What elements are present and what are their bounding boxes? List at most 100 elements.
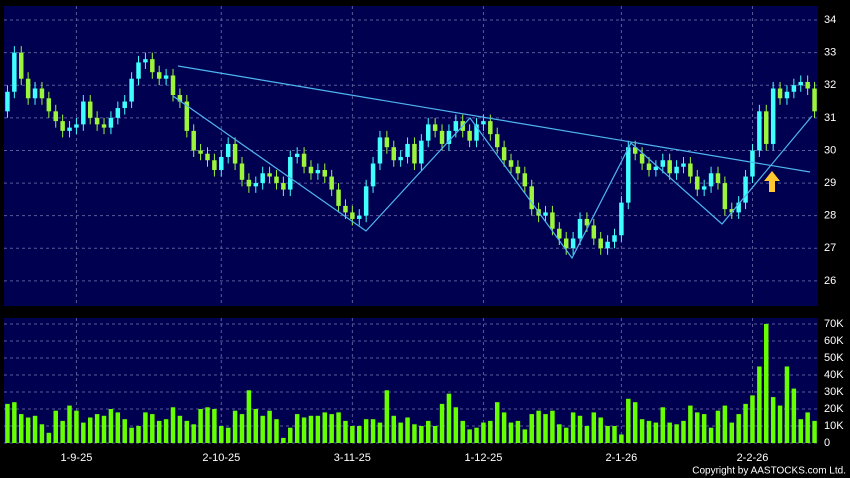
candle-body: [163, 75, 169, 79]
volume-bar: [53, 410, 58, 443]
candle-body: [122, 101, 127, 109]
volume-bar: [184, 420, 190, 443]
volume-bar: [308, 415, 314, 443]
volume-bar: [405, 417, 410, 443]
candle-body: [488, 121, 493, 135]
volume-bar: [115, 412, 121, 443]
candle-body: [474, 124, 479, 141]
candle-body: [550, 212, 555, 229]
candle-body: [253, 183, 259, 187]
volume-bar: [584, 425, 590, 443]
volume-bar: [494, 402, 500, 443]
candle-body: [481, 121, 486, 125]
candle-body: [515, 166, 521, 174]
volume-bar: [812, 420, 817, 443]
y-tick-label: 29: [824, 177, 836, 189]
candle-body: [53, 111, 58, 122]
candle-body: [25, 78, 31, 99]
volume-bar: [253, 408, 259, 443]
candle-body: [74, 124, 79, 128]
y-tick-label: 34: [824, 14, 836, 26]
candle-body: [563, 238, 569, 249]
volume-bar: [770, 397, 776, 443]
candle-body: [246, 179, 252, 187]
candle-body: [426, 124, 431, 141]
candle-body: [570, 238, 576, 249]
volume-tick-label: 10K: [824, 420, 844, 432]
candle-body: [177, 95, 183, 102]
candle-body: [357, 215, 362, 219]
volume-bar: [232, 410, 238, 443]
candle-body: [646, 163, 652, 171]
candle-body: [350, 212, 355, 219]
volume-bar: [591, 412, 597, 443]
candle-body: [384, 137, 390, 148]
candle-body: [508, 160, 514, 167]
volume-bar: [267, 410, 272, 443]
candle-body: [432, 124, 438, 131]
x-tick-label: 1-9-25: [61, 452, 93, 464]
volume-bar: [260, 415, 265, 443]
volume-bar: [12, 402, 17, 443]
candle-body: [405, 143, 410, 157]
volume-bar: [722, 405, 728, 443]
volume-bar: [281, 437, 286, 443]
candle-body: [115, 108, 121, 118]
volume-bar: [563, 427, 569, 443]
candle-body: [322, 170, 328, 177]
volume-bar: [750, 395, 755, 443]
volume-bar: [784, 366, 790, 443]
volume-bar: [432, 425, 438, 443]
volume-bar: [708, 427, 714, 443]
candle-body: [632, 147, 638, 154]
candle-body: [626, 147, 631, 203]
candle-body: [225, 143, 231, 157]
volume-bar: [336, 412, 341, 443]
volume-bar: [715, 410, 721, 443]
candle-body: [757, 111, 762, 151]
volume-bar: [384, 390, 390, 443]
volume-bar: [460, 420, 465, 443]
volume-bar: [632, 402, 638, 443]
candle-body: [708, 173, 714, 187]
candle-body: [398, 156, 403, 161]
candle-body: [150, 59, 155, 73]
volume-bar: [798, 419, 803, 443]
candle-body: [39, 88, 45, 99]
candle-body: [722, 183, 728, 210]
x-tick-label: 2-1-26: [605, 452, 637, 464]
candle-body: [129, 78, 134, 102]
volume-bar: [81, 422, 86, 443]
candle-body: [522, 173, 528, 187]
volume-bar: [163, 419, 169, 443]
volume-bar: [667, 422, 672, 443]
volume-bar: [439, 403, 445, 443]
volume-bar: [529, 414, 534, 443]
candle-body: [336, 189, 341, 206]
volume-bar: [508, 422, 514, 443]
volume-bar: [426, 420, 431, 443]
volume-tick-label: 0: [824, 437, 830, 449]
volume-bar: [25, 417, 31, 443]
volume-bar: [695, 412, 700, 443]
volume-bar: [150, 414, 155, 443]
volume-bar: [294, 414, 300, 443]
volume-bar: [419, 425, 424, 443]
volume-bar: [515, 420, 521, 443]
candle-body: [419, 140, 424, 164]
candle-body: [529, 186, 534, 210]
resistance-line: [177, 65, 811, 173]
volume-bar: [315, 415, 321, 443]
volume-bar: [136, 425, 141, 443]
y-tick-label: 33: [824, 47, 836, 59]
volume-bar: [74, 410, 79, 443]
volume-bar: [357, 425, 362, 443]
x-tick-label: 2-10-25: [202, 452, 240, 464]
candle-body: [467, 130, 472, 141]
candle-body: [501, 147, 507, 161]
volume-bar: [598, 417, 603, 443]
volume-bar: [370, 419, 376, 443]
volume-bar: [301, 417, 307, 443]
candle-body: [688, 163, 693, 177]
